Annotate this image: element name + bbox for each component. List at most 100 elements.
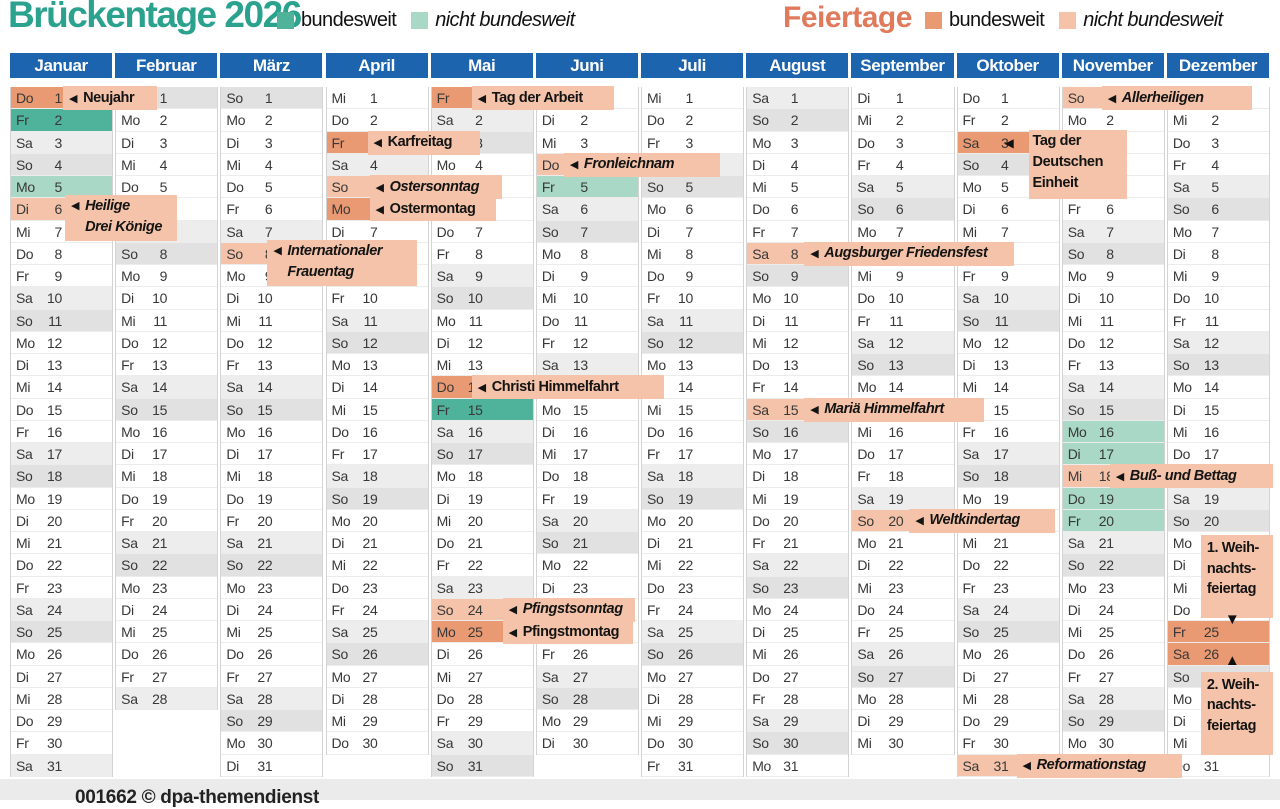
day-number: 20 [572,512,588,529]
day-cell: Fr 22 [431,554,533,577]
weekday-label: Di [541,268,555,284]
day-number: 11 [48,312,62,329]
day-number: 21 [783,535,799,551]
day-number: 29 [993,713,1009,729]
weekday-label: Di [962,201,976,218]
day-cell: Mo 14 [1167,376,1270,399]
day-number: 3 [159,134,168,151]
weekday-label: Mo [226,112,246,129]
day-cell: Do 23 [326,577,428,599]
day-cell: Fr 8 [431,243,533,265]
left-arrow-icon: ◀ [1107,92,1116,105]
weekday-label: Sa [16,134,33,151]
day-cell: Mi 11 [1062,310,1164,332]
day-cell: So 18 [11,465,113,488]
month-header-november: November [1061,53,1164,78]
day-number: 22 [993,557,1009,574]
day-cell: So 19 [642,487,744,510]
day-number: 24 [888,601,904,618]
day-cell: Di 10 [221,287,323,310]
day-cell: Mi 18 [221,465,323,488]
day-cell: Di 27 [11,666,113,688]
day-number: 6 [264,201,273,218]
day-number: 25 [993,624,1009,640]
month-column-oktober: Do1Fr2Sa3So4Mo5Di6Mi7Do8Fr9Sa10So11Mo12D… [956,87,1060,778]
weekday-label: Sa [1172,490,1190,507]
day-cell: Sa 29 [747,710,849,733]
day-number: 13 [993,357,1009,373]
day-number: 10 [47,290,62,307]
label-line: Frauentag [287,263,354,280]
day-cell: Di 9 [536,265,638,288]
day-cell: So 29 [221,710,323,733]
weekday-label: Sa [436,268,454,284]
day-cell: Di 14 [326,376,428,399]
day-cell: Fr 17 [642,443,744,466]
weekday-label: Di [436,490,450,507]
day-number: 21 [1098,535,1114,551]
day-number: 21 [678,535,694,551]
weekday-label: Mi [121,624,136,640]
day-cell: Mo 14 [852,376,954,399]
day-cell: Mo 27 [326,666,428,688]
weekday-label: Mo [857,535,877,551]
weekday-label: So [16,624,33,640]
day-number: 27 [152,668,168,685]
day-cell: Do 6 [747,198,849,221]
weekday-label: Fr [436,401,450,418]
weekday-label: Fr [857,468,870,485]
weekday-label: Do [752,357,770,373]
day-cell: Di 10 [1062,287,1164,310]
weekday-label: Fr [331,601,345,618]
day-cell: Mi 11 [116,310,218,332]
day-number: 7 [1106,223,1114,240]
weekday-label: Mo [1172,535,1192,551]
day-cell: Mi 8 [642,243,744,265]
day-cell: So 8 [1062,242,1164,265]
weekday-label: Do [962,90,981,106]
day-number: 19 [993,490,1009,507]
day-cell: Mo 10 [747,287,849,310]
weekday-label: Di [647,535,660,551]
weekday-label: Fr [121,668,134,685]
weekday-label: Do [857,601,875,618]
day-number: 3 [685,134,694,151]
day-number: 8 [159,245,168,262]
weekday-label: Sa [16,601,33,618]
weekday-label: Mi [962,690,977,707]
label-text: Pfingstsonntag [522,601,623,618]
day-number: 15 [678,401,694,418]
weekday-label: Sa [962,290,980,307]
holiday-label-ostersonntag: ◀ Ostersonntag [369,175,502,200]
weekday-label: Fr [857,156,870,173]
day-number: 19 [1203,490,1219,507]
weekday-label: Fr [331,290,345,307]
weekday-label: Di [541,735,555,752]
weekday-label: Di [226,446,239,462]
left-arrow-icon: ◀ [71,200,80,213]
weekday-label: Mi [857,268,872,284]
weekday-label: Do [436,223,455,240]
month-header-september: September [851,53,954,78]
day-number: 17 [467,446,483,462]
day-cell: Mo 7 [852,221,954,243]
day-number: 7 [895,223,904,240]
day-number: 21 [257,535,273,551]
holiday-label-karfreitag: ◀ Karfreitag [367,130,480,155]
day-cell: Fr 7 [747,221,849,243]
weekday-label: Mo [962,334,982,351]
label-line: Internationaler [287,242,383,259]
day-cell: Fr 27 [1062,666,1164,688]
day-cell: Di 12 [431,332,533,354]
day-number: 13 [1203,357,1219,373]
weekday-label: Mo [752,601,772,618]
weekday-label: So [962,468,980,485]
day-cell: Mo 2 [1062,109,1164,132]
weekday-label: Di [857,713,870,729]
day-cell: Do 19 [221,488,323,510]
day-cell: Di 25 [747,621,849,644]
day-number: 28 [467,690,483,707]
day-number: 24 [257,601,273,618]
day-number: 17 [47,446,62,462]
day-cell: Di 16 [536,421,638,443]
